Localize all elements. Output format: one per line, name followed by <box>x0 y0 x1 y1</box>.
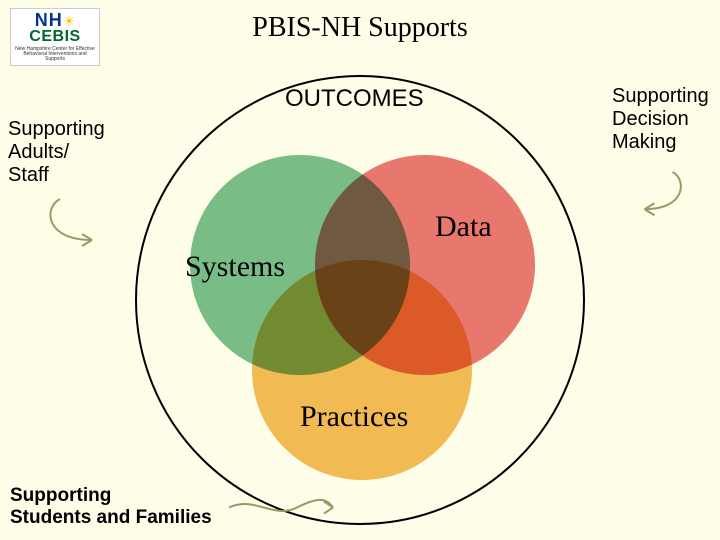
label-supporting-decision: SupportingDecisionMaking <box>612 85 709 154</box>
label-supporting-adults: SupportingAdults/Staff <box>8 118 105 187</box>
logo-tagline: New Hampshire Center for Effective Behav… <box>13 47 97 62</box>
venn-practices <box>252 260 472 480</box>
label-supporting-students: SupportingStudents and Families <box>10 485 212 529</box>
page-title: PBIS-NH Supports <box>0 12 720 44</box>
arrow-bottom-icon <box>225 490 345 525</box>
label-practices: Practices <box>300 400 408 434</box>
label-data: Data <box>435 210 492 244</box>
arrow-left-icon <box>40 195 120 255</box>
label-outcomes: OUTCOMES <box>285 85 424 113</box>
label-systems: Systems <box>185 250 285 284</box>
arrow-right-icon <box>620 168 690 223</box>
